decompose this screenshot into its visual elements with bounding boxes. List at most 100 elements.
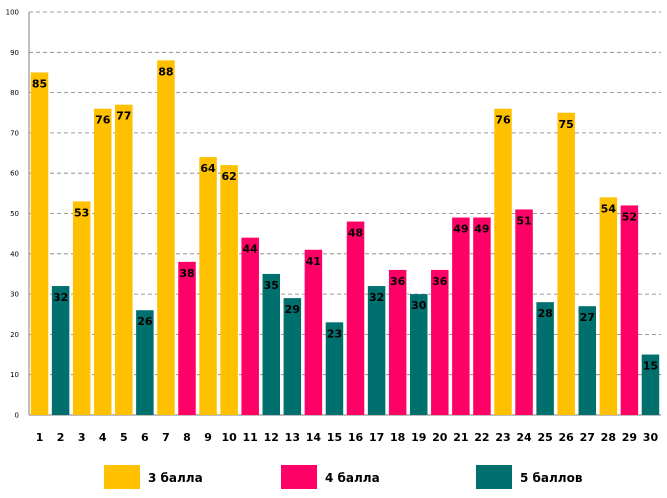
legend-swatch-g5 xyxy=(476,465,512,489)
y-tick-labels: 0 10 20 30 40 50 60 70 80 90 100 xyxy=(6,9,19,420)
bar-13 xyxy=(283,298,302,415)
x-tick-label: 21 xyxy=(453,431,468,444)
bar-11 xyxy=(241,237,259,415)
data-label-25: 28 xyxy=(537,307,552,320)
bars xyxy=(30,60,660,416)
legend-label-g3: 3 балла xyxy=(148,471,203,485)
data-label-10: 62 xyxy=(221,170,236,183)
bar-19 xyxy=(409,294,428,415)
data-label-14: 41 xyxy=(306,255,321,268)
data-label-30: 15 xyxy=(643,360,658,373)
data-label-7: 88 xyxy=(158,65,173,78)
x-tick-label: 2 xyxy=(57,431,65,444)
y-tick-label: 70 xyxy=(10,129,19,137)
data-labels: 85 32 53 76 77 26 88 38 64 62 44 35 29 41 23 48 32 36 30 36… xyxy=(32,65,658,372)
x-tick-label: 4 xyxy=(99,431,107,444)
data-label-23: 76 xyxy=(495,114,511,127)
x-tick-label: 1 xyxy=(36,431,44,444)
x-tick-label: 28 xyxy=(601,431,616,444)
x-tick-label: 26 xyxy=(559,431,575,444)
x-tick-label: 12 xyxy=(264,431,279,444)
bar-12 xyxy=(262,273,281,415)
x-tick-label: 14 xyxy=(306,431,322,444)
x-tick-label: 29 xyxy=(622,431,637,444)
bar-9 xyxy=(199,157,217,415)
y-tick-label: 20 xyxy=(10,331,19,339)
data-label-20: 36 xyxy=(432,275,448,288)
data-label-9: 64 xyxy=(200,162,216,175)
y-tick-label: 0 xyxy=(15,412,19,420)
gridlines xyxy=(29,11,661,376)
bar-28 xyxy=(599,197,618,415)
y-tick-label: 60 xyxy=(10,170,19,178)
x-tick-label: 15 xyxy=(327,431,342,444)
x-tick-label: 18 xyxy=(390,431,405,444)
x-tick-label: 8 xyxy=(183,431,191,444)
y-tick-label: 50 xyxy=(10,210,19,218)
x-tick-label: 7 xyxy=(162,431,170,444)
y-tick-label: 40 xyxy=(10,250,19,258)
data-label-4: 76 xyxy=(95,114,111,127)
bar-16 xyxy=(346,221,365,415)
bar-29 xyxy=(620,205,639,415)
x-tick-label: 16 xyxy=(348,431,364,444)
bar-6 xyxy=(136,310,154,415)
bar-20 xyxy=(431,269,449,415)
x-tick-labels: 1 2 3 4 5 6 7 8 9 10 11 12 13 14 15 16 17 18 19 20 21 22 23 24 2… xyxy=(36,431,659,444)
data-label-13: 29 xyxy=(285,303,300,316)
x-tick-label: 27 xyxy=(580,431,595,444)
bar-25 xyxy=(536,302,554,415)
data-label-1: 85 xyxy=(32,77,47,90)
bar-27 xyxy=(578,306,597,415)
y-tick-label: 100 xyxy=(6,9,19,17)
data-label-22: 49 xyxy=(474,223,489,236)
x-tick-label: 23 xyxy=(495,431,510,444)
x-tick-label: 30 xyxy=(643,431,659,444)
x-tick-label: 10 xyxy=(221,431,237,444)
bar-23 xyxy=(494,108,512,415)
data-label-15: 23 xyxy=(327,327,342,340)
data-label-3: 53 xyxy=(74,206,89,219)
axes xyxy=(28,12,661,416)
x-tick-label: 19 xyxy=(411,431,426,444)
bar-22 xyxy=(473,217,491,415)
bar-5 xyxy=(115,104,133,415)
bar-8 xyxy=(178,261,196,415)
x-tick-label: 11 xyxy=(243,431,258,444)
bar-21 xyxy=(452,217,470,415)
data-label-11: 44 xyxy=(243,243,259,256)
bar-10 xyxy=(220,165,238,415)
bar-2 xyxy=(51,286,70,415)
bar-24 xyxy=(515,209,533,415)
bar-1 xyxy=(30,72,49,415)
bar-15 xyxy=(325,322,344,415)
data-label-16: 48 xyxy=(348,227,363,240)
x-tick-label: 6 xyxy=(141,431,149,444)
legend-swatch-g3 xyxy=(104,465,140,489)
x-tick-label: 20 xyxy=(432,431,448,444)
data-label-26: 75 xyxy=(559,118,574,131)
data-label-18: 36 xyxy=(390,275,406,288)
data-label-24: 51 xyxy=(516,214,531,227)
bar-4 xyxy=(93,108,112,415)
data-label-2: 32 xyxy=(53,291,68,304)
bar-3 xyxy=(72,201,91,415)
legend-label-g4: 4 балла xyxy=(325,471,380,485)
x-tick-label: 17 xyxy=(369,431,384,444)
x-tick-label: 9 xyxy=(204,431,212,444)
data-label-19: 30 xyxy=(411,299,427,312)
legend: 3 балла 4 балла 5 баллов xyxy=(104,465,583,489)
y-tick-label: 10 xyxy=(10,371,19,379)
x-tick-label: 3 xyxy=(78,431,86,444)
legend-swatch-g4 xyxy=(281,465,317,489)
data-label-8: 38 xyxy=(179,267,194,280)
bar-14 xyxy=(304,249,323,415)
data-label-27: 27 xyxy=(580,311,595,324)
data-label-12: 35 xyxy=(264,279,279,292)
data-label-29: 52 xyxy=(622,210,637,223)
legend-label-g5: 5 баллов xyxy=(520,471,583,485)
y-tick-label: 80 xyxy=(10,89,19,97)
data-label-28: 54 xyxy=(601,202,617,215)
